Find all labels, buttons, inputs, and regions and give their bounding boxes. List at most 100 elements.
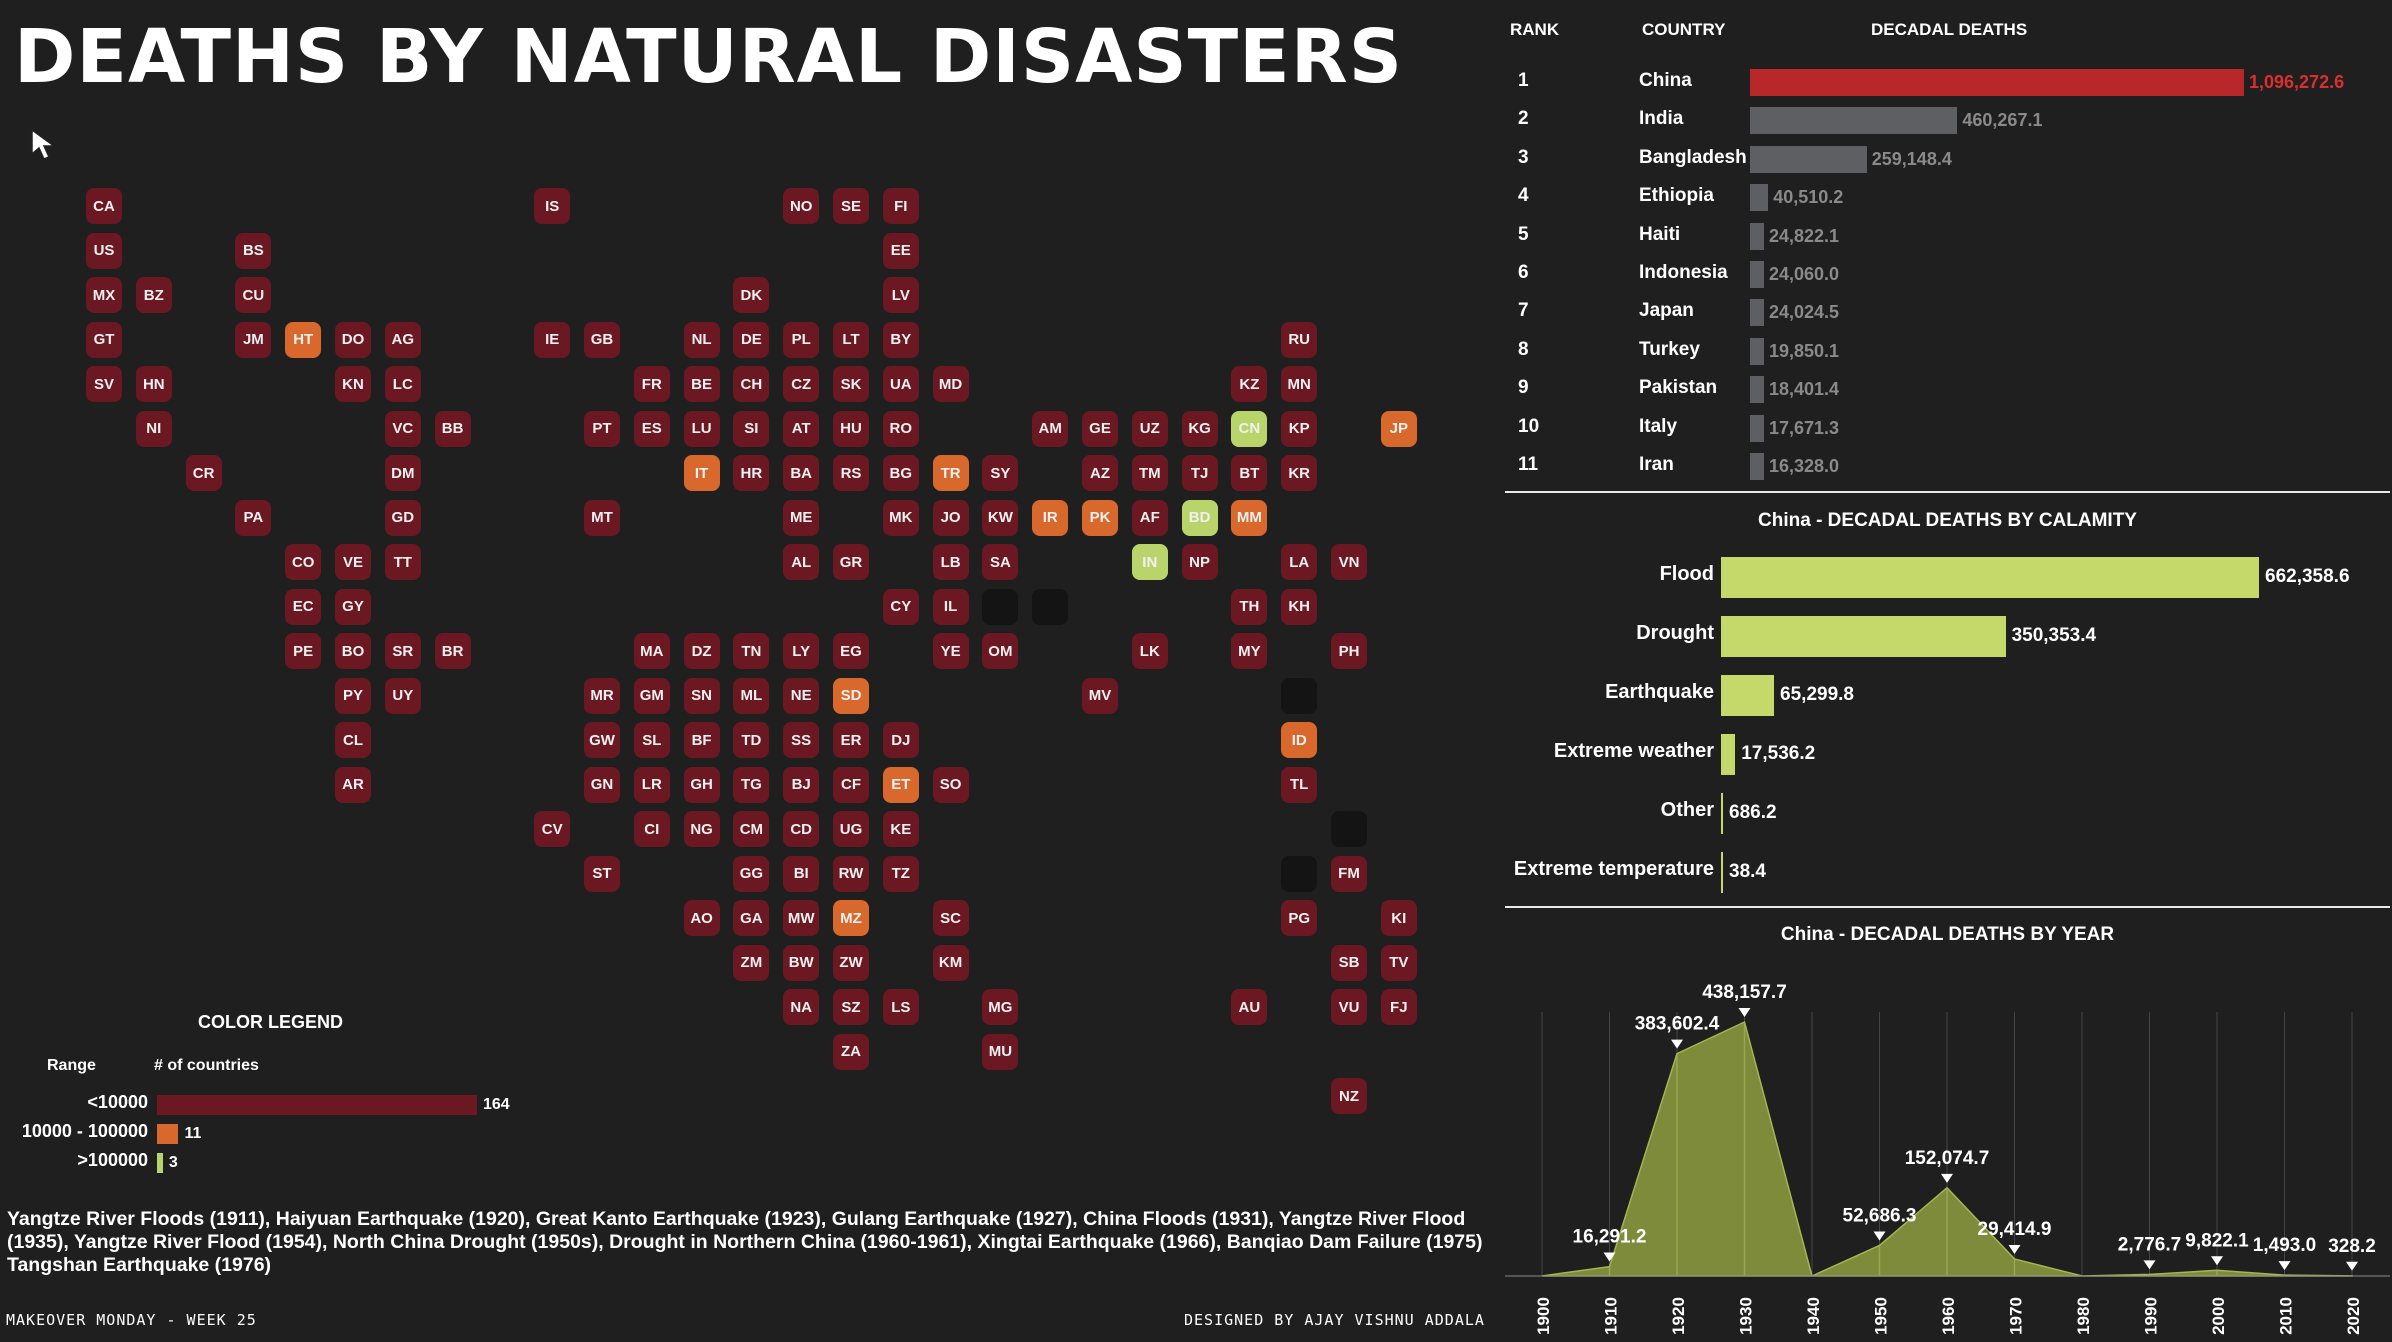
tile-lk[interactable]: LK xyxy=(1131,633,1168,669)
tile-kw[interactable]: KW xyxy=(982,499,1019,536)
tile-de[interactable]: DE xyxy=(733,321,770,358)
tile-mn[interactable]: MN xyxy=(1281,366,1318,402)
tile-lr[interactable]: LR xyxy=(633,766,670,803)
tile-ee[interactable]: EE xyxy=(882,232,919,269)
tile-bd[interactable]: BD xyxy=(1181,499,1218,536)
tile-az[interactable]: AZ xyxy=(1082,455,1118,491)
rank-bar[interactable] xyxy=(1750,145,1867,173)
tile-pk[interactable]: PK xyxy=(1082,499,1118,536)
tile-sz[interactable]: SZ xyxy=(833,989,869,1025)
tile-sd[interactable]: SD xyxy=(833,677,869,714)
tile-ag[interactable]: AG xyxy=(384,321,421,358)
tile-za[interactable]: ZA xyxy=(833,1033,869,1070)
tile-ye[interactable]: YE xyxy=(932,633,969,669)
tile-ve[interactable]: VE xyxy=(335,544,371,580)
tile-ca[interactable]: CA xyxy=(86,188,122,224)
tile-tt[interactable]: TT xyxy=(384,544,421,580)
tile-tj[interactable]: TJ xyxy=(1181,455,1218,491)
rank-country[interactable]: Indonesia xyxy=(1639,262,1728,283)
tile-af[interactable]: AF xyxy=(1131,499,1168,536)
tile-sc[interactable]: SC xyxy=(932,900,969,936)
tile-am[interactable]: AM xyxy=(1032,410,1069,447)
tile-nz[interactable]: NZ xyxy=(1331,1078,1367,1114)
tile-sy[interactable]: SY xyxy=(982,455,1019,491)
tile-sl[interactable]: SL xyxy=(633,722,670,758)
tile-tl[interactable]: TL xyxy=(1281,766,1318,803)
tile-na[interactable]: NA xyxy=(783,989,820,1025)
tile-st[interactable]: ST xyxy=(584,855,620,892)
tile-gm[interactable]: GM xyxy=(633,677,670,714)
tile-ly[interactable]: LY xyxy=(783,633,820,669)
rank-bar[interactable] xyxy=(1750,299,1764,327)
tile-ni[interactable]: NI xyxy=(135,410,172,447)
tile-mu[interactable]: MU xyxy=(982,1033,1019,1070)
rank-bar[interactable] xyxy=(1750,376,1764,404)
tile-ir[interactable]: IR xyxy=(1032,499,1069,536)
calamity-bar[interactable] xyxy=(1721,616,2006,657)
rank-country[interactable]: India xyxy=(1639,108,1684,130)
tile-jo[interactable]: JO xyxy=(932,499,969,536)
tile-km[interactable]: KM xyxy=(932,944,969,981)
tile-cr[interactable]: CR xyxy=(185,455,222,491)
tile-fm[interactable]: FM xyxy=(1331,855,1367,892)
tile-tn[interactable]: TN xyxy=(733,633,770,669)
tile-tv[interactable]: TV xyxy=(1380,944,1417,981)
tile-mz[interactable]: MZ xyxy=(833,900,869,936)
tile-sa[interactable]: SA xyxy=(982,544,1019,580)
tile-fj[interactable]: FJ xyxy=(1380,989,1417,1025)
tile-et[interactable]: ET xyxy=(882,766,919,803)
tile-cn[interactable]: CN xyxy=(1231,410,1268,447)
tile-ar[interactable]: AR xyxy=(335,766,371,803)
tile-si[interactable]: SI xyxy=(733,410,770,447)
tile-it[interactable]: IT xyxy=(683,455,720,491)
calamity-bar[interactable] xyxy=(1721,734,1736,775)
tile-cz[interactable]: CZ xyxy=(783,366,820,402)
tile-ci[interactable]: CI xyxy=(633,811,670,847)
tile-ga[interactable]: GA xyxy=(733,900,770,936)
rank-bar[interactable] xyxy=(1750,69,2244,96)
tile-tg[interactable]: TG xyxy=(733,766,770,803)
tile-la[interactable]: LA xyxy=(1281,544,1318,580)
tile-mr[interactable]: MR xyxy=(584,677,620,714)
tile-ng[interactable]: NG xyxy=(683,811,720,847)
tile-cy[interactable]: CY xyxy=(882,588,919,625)
tile-mt[interactable]: MT xyxy=(584,499,620,536)
tile-sv[interactable]: SV xyxy=(86,366,122,402)
tile-tm[interactable]: TM xyxy=(1131,455,1168,491)
tile-bs[interactable]: BS xyxy=(235,232,272,269)
tile-gr[interactable]: GR xyxy=(833,544,869,580)
calamity-bar[interactable] xyxy=(1721,793,1723,834)
tile-is[interactable]: IS xyxy=(534,188,571,224)
rank-country[interactable]: Pakistan xyxy=(1639,377,1718,399)
tile-np[interactable]: NP xyxy=(1181,544,1218,580)
tile-hr[interactable]: HR xyxy=(733,455,770,491)
tile-br[interactable]: BR xyxy=(434,633,471,669)
tile-no[interactable]: NO xyxy=(783,188,820,224)
rank-bar[interactable] xyxy=(1750,414,1764,442)
tile-mv[interactable]: MV xyxy=(1082,677,1118,714)
tile-nl[interactable]: NL xyxy=(683,321,720,358)
tile-tr[interactable]: TR xyxy=(932,455,969,491)
tile-lc[interactable]: LC xyxy=(384,366,421,402)
rank-country[interactable]: Haiti xyxy=(1639,223,1681,245)
rank-country[interactable]: Ethiopia xyxy=(1639,185,1714,207)
tile-ro[interactable]: RO xyxy=(882,410,919,447)
tile-rw[interactable]: RW xyxy=(833,855,869,892)
tile-il[interactable]: IL xyxy=(932,588,969,625)
rank-country[interactable]: Bangladesh xyxy=(1639,146,1747,168)
tile-gt[interactable]: GT xyxy=(86,321,122,358)
tile-vu[interactable]: VU xyxy=(1331,989,1367,1025)
tile-pe[interactable]: PE xyxy=(285,633,322,669)
tile-at[interactable]: AT xyxy=(783,410,820,447)
rank-bar[interactable] xyxy=(1750,337,1764,365)
tile-do[interactable]: DO xyxy=(335,321,371,358)
tile-ie[interactable]: IE xyxy=(534,321,571,358)
tile-eg[interactable]: EG xyxy=(833,633,869,669)
rank-bar[interactable] xyxy=(1750,261,1764,288)
tile-bz[interactable]: BZ xyxy=(135,277,172,313)
tile-id[interactable]: ID xyxy=(1281,722,1318,758)
tile-ls[interactable]: LS xyxy=(882,989,919,1025)
tile-gn[interactable]: GN xyxy=(584,766,620,803)
tile-kp[interactable]: KP xyxy=(1281,410,1318,447)
tile-dm[interactable]: DM xyxy=(384,455,421,491)
